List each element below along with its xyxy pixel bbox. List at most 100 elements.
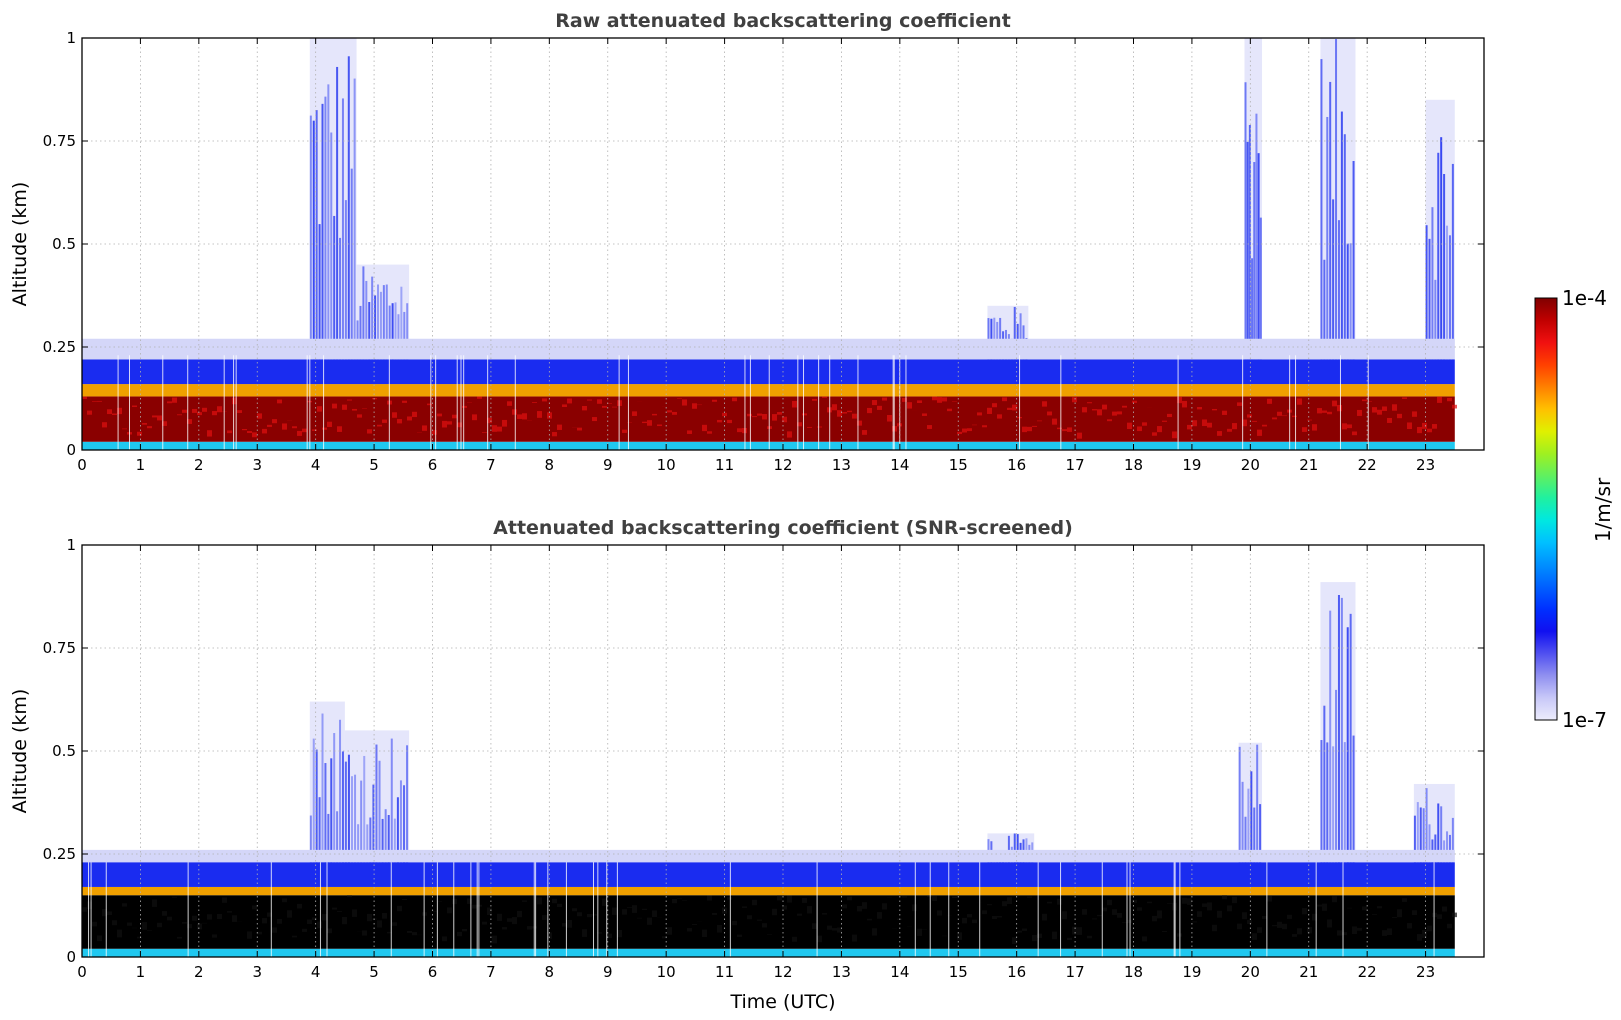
data-gap [487,355,489,450]
layer-texture [462,405,467,408]
data-gap [1367,355,1369,450]
layer-texture [437,901,442,902]
x-tick-label: 23 [1416,456,1435,474]
data-gap [1177,355,1179,450]
plume-streak [1337,595,1340,867]
layer-texture [1372,407,1377,413]
layer-texture [817,935,822,943]
layer-texture [102,909,107,917]
layer-texture [382,419,387,423]
screened-x-axis: 0 1 2 3 4 5 6 7 8 9 10 11 12 13 14 15 16 17 18 19 20 21 22 23 [77,545,1435,981]
plume-streak [393,818,396,867]
layer-texture [137,431,142,436]
layer-texture [497,426,502,432]
layer-texture [1392,917,1397,918]
layer-texture [232,397,237,405]
plume-streak [1241,781,1244,867]
plume-streak [1422,808,1425,867]
data-gap [223,355,225,450]
layer-texture [472,904,477,909]
data-gap [1174,862,1176,957]
data-gap [1126,862,1128,957]
layer-texture [772,908,777,916]
layer-texture [1132,899,1137,903]
data-gap [803,355,805,450]
layer-texture [847,896,852,901]
layer-texture [1117,912,1122,918]
data-gap [187,355,189,450]
layer-texture [727,897,732,900]
layer-texture [157,922,162,928]
data-gap [1342,862,1344,957]
layer-texture [662,936,667,939]
plume-streak [1253,162,1256,360]
x-tick-label: 16 [1007,963,1026,981]
data-gap [535,862,537,957]
data-gap [90,862,92,957]
layer-texture [137,936,142,939]
data-gap [270,862,272,957]
plume-streak [1320,59,1323,360]
layer-texture [607,403,612,404]
y-tick-label: 0.25 [43,338,76,356]
layer-texture [282,423,287,430]
layer-texture [792,400,797,408]
plume-streak [987,318,990,360]
layer-texture [212,934,217,938]
x-tick-label: 22 [1358,456,1377,474]
plume-streak [1428,238,1431,360]
layer-texture [187,924,192,929]
plume-streak [1437,803,1440,867]
x-tick-label: 6 [428,963,438,981]
layer-texture [412,411,417,418]
screened-heatmap [82,582,1457,957]
layer-texture [1452,404,1457,409]
x-tick-label: 9 [603,456,613,474]
plume-streak [1019,313,1022,360]
data-gap [1339,355,1341,450]
layer-texture [1357,927,1362,931]
layer-texture [937,397,942,403]
x-tick-label: 17 [1066,456,1085,474]
layer-texture [1237,402,1242,406]
x-tick-label: 19 [1182,456,1201,474]
layer-texture [82,907,87,912]
layer-texture [257,413,262,419]
layer-texture [1317,904,1322,907]
layer-texture [607,933,612,939]
layer-texture [252,432,257,438]
layer-texture [217,913,222,920]
data-gap [117,355,119,450]
layer-texture [467,898,472,904]
layer-texture [1397,413,1402,419]
x-tick-label: 7 [486,963,496,981]
plume-streak [359,305,362,360]
plume-streak [330,132,333,360]
layer-texture [1272,925,1277,927]
layer-texture [667,410,672,413]
layer-texture [1367,401,1372,402]
layer-texture [647,420,652,426]
layer-texture [132,405,137,408]
layer-texture [1202,419,1207,427]
layer-texture [397,905,402,912]
layer-texture [1007,897,1012,905]
layer-texture [597,932,602,934]
layer-texture [447,421,452,425]
layer-texture [1072,397,1077,403]
layer-texture [392,922,397,926]
layer-texture [712,399,717,402]
layer-texture [1412,910,1417,916]
layer-texture [262,428,267,434]
layer-texture [1282,923,1287,930]
layer-texture [1147,901,1152,904]
plume-streak [1349,613,1352,867]
layer-texture [532,402,537,403]
layer-band [82,396,1455,442]
data-gap [309,355,311,450]
data-gap [905,355,907,450]
layer-texture [1397,909,1402,918]
data-gap [1289,355,1291,450]
data-gap [1173,862,1175,957]
